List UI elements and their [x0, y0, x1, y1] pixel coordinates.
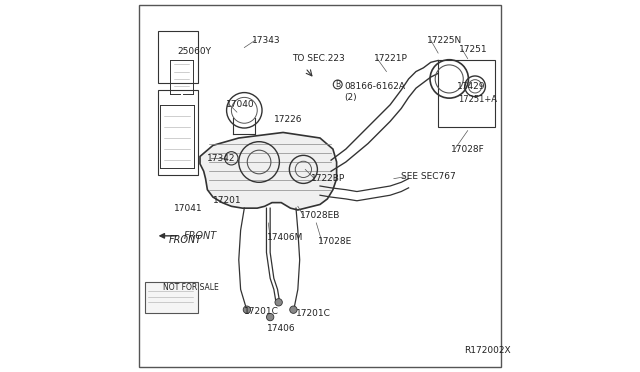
Text: 17028EB: 17028EB: [300, 211, 340, 220]
Text: 17028E: 17028E: [318, 237, 353, 246]
Text: R172002X: R172002X: [464, 346, 511, 355]
Text: 17251+A: 17251+A: [458, 95, 497, 104]
Text: 17201C: 17201C: [296, 309, 331, 318]
PathPatch shape: [200, 132, 337, 210]
Text: 17028F: 17028F: [451, 145, 485, 154]
Circle shape: [275, 299, 282, 306]
Text: 17040: 17040: [226, 100, 255, 109]
Text: 17226: 17226: [274, 115, 302, 124]
Text: 17342: 17342: [207, 154, 236, 163]
Text: FRONT: FRONT: [184, 231, 216, 241]
Text: 17406: 17406: [266, 324, 295, 333]
Bar: [438, 61, 495, 127]
Text: 17201: 17201: [213, 196, 241, 205]
Circle shape: [266, 313, 274, 321]
Text: B: B: [335, 80, 340, 89]
Text: 08166-6162A
(2): 08166-6162A (2): [344, 82, 405, 102]
Text: 17201C: 17201C: [244, 307, 279, 316]
Text: TO SEC.223: TO SEC.223: [292, 54, 345, 63]
Text: SEE SEC767: SEE SEC767: [401, 172, 456, 181]
FancyBboxPatch shape: [145, 282, 198, 313]
Text: 17041: 17041: [174, 203, 203, 213]
Bar: [157, 90, 198, 175]
Bar: [157, 31, 198, 83]
Text: 17429: 17429: [456, 82, 485, 91]
Text: FRONT: FRONT: [168, 234, 202, 244]
Circle shape: [290, 306, 297, 313]
Text: 17225N: 17225N: [427, 36, 462, 45]
Circle shape: [243, 306, 251, 313]
Text: 17343: 17343: [252, 36, 280, 45]
Text: 1722BP: 1722BP: [311, 174, 345, 183]
Text: 17406M: 17406M: [266, 233, 303, 242]
Text: NOT FOR SALE: NOT FOR SALE: [163, 283, 219, 292]
Text: 17251: 17251: [458, 45, 487, 54]
Text: 25060Y: 25060Y: [178, 47, 212, 56]
Text: 17221P: 17221P: [374, 54, 408, 63]
